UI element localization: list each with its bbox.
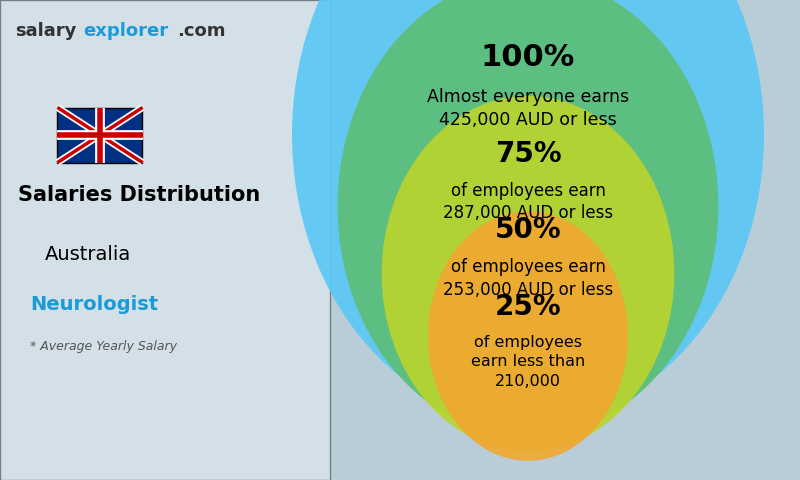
Ellipse shape	[292, 0, 764, 422]
Text: Neurologist: Neurologist	[30, 295, 158, 314]
Ellipse shape	[428, 211, 628, 461]
Text: salary: salary	[15, 22, 76, 40]
Text: Australia: Australia	[45, 245, 131, 264]
Text: .com: .com	[177, 22, 226, 40]
Text: of employees earn
253,000 AUD or less: of employees earn 253,000 AUD or less	[443, 258, 613, 300]
FancyBboxPatch shape	[58, 108, 142, 163]
Text: 50%: 50%	[494, 216, 562, 244]
Text: of employees
earn less than
210,000: of employees earn less than 210,000	[471, 335, 585, 389]
Text: Salaries Distribution: Salaries Distribution	[18, 185, 260, 205]
FancyBboxPatch shape	[0, 0, 330, 480]
Ellipse shape	[338, 0, 718, 437]
Text: * Average Yearly Salary: * Average Yearly Salary	[30, 340, 177, 353]
Text: 75%: 75%	[494, 140, 562, 168]
Text: Almost everyone earns
425,000 AUD or less: Almost everyone earns 425,000 AUD or les…	[427, 88, 629, 129]
Text: explorer: explorer	[83, 22, 168, 40]
Text: of employees earn
287,000 AUD or less: of employees earn 287,000 AUD or less	[443, 181, 613, 223]
Text: 25%: 25%	[494, 293, 562, 321]
Ellipse shape	[382, 96, 674, 451]
Text: 100%: 100%	[481, 43, 575, 72]
